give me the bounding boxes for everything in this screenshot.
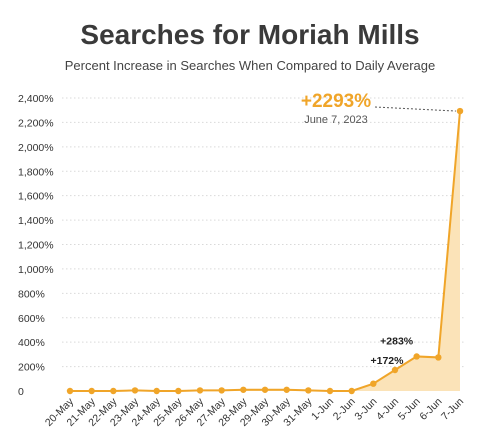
data-point bbox=[370, 380, 377, 387]
data-label: +283% bbox=[380, 335, 414, 347]
y-tick-label: 1,000% bbox=[18, 264, 54, 276]
data-point bbox=[283, 386, 290, 393]
annotation-layer: +172% +283% +2293% June 7, 2023 bbox=[301, 91, 457, 367]
callout-leader bbox=[374, 106, 457, 112]
data-point bbox=[240, 386, 247, 393]
peak-callout-date: June 7, 2023 bbox=[304, 114, 368, 126]
data-point bbox=[261, 386, 269, 393]
x-tick-label: 4-Jun bbox=[374, 396, 401, 423]
data-point bbox=[456, 107, 464, 115]
data-point bbox=[153, 387, 160, 395]
y-tick-label: 1,800% bbox=[18, 166, 54, 178]
y-tick-label: 2,400% bbox=[18, 93, 54, 105]
data-point bbox=[110, 387, 117, 395]
y-axis-ticks: 0 200% 400% 600% 800% 1,000% 1,200% 1,400% 1,600… bbox=[18, 93, 54, 398]
data-point bbox=[305, 387, 312, 394]
x-tick-label: 2-Jun bbox=[331, 396, 358, 423]
y-tick-label: 0 bbox=[18, 386, 24, 398]
y-tick-label: 400% bbox=[18, 337, 45, 349]
data-point bbox=[218, 387, 225, 394]
data-point bbox=[435, 354, 442, 361]
data-point bbox=[131, 387, 139, 394]
x-tick-label: 6-Jun bbox=[417, 396, 444, 423]
peak-callout-value: +2293% bbox=[301, 91, 371, 112]
point-layer bbox=[66, 107, 464, 395]
y-tick-label: 2,200% bbox=[18, 117, 54, 129]
y-tick-label: 1,600% bbox=[18, 191, 54, 203]
data-point bbox=[88, 387, 95, 395]
y-tick-label: 1,200% bbox=[18, 240, 54, 252]
y-tick-label: 2,000% bbox=[18, 142, 54, 154]
area-layer bbox=[70, 110, 461, 392]
x-tick-label: 3-Jun bbox=[352, 396, 379, 423]
chart-title: Searches for Moriah Mills bbox=[80, 19, 419, 50]
y-tick-label: 200% bbox=[18, 362, 45, 374]
x-tick-label: 5-Jun bbox=[396, 396, 423, 423]
series-line bbox=[70, 110, 461, 392]
data-label: +172% bbox=[371, 355, 405, 367]
x-tick-label: 7-Jun bbox=[439, 396, 466, 423]
y-tick-label: 800% bbox=[18, 288, 45, 300]
y-tick-label: 1,400% bbox=[18, 215, 54, 227]
x-tick-label: 1-Jun bbox=[309, 396, 336, 423]
data-point bbox=[348, 387, 355, 395]
series-area bbox=[70, 111, 460, 391]
data-point bbox=[196, 387, 204, 394]
data-point bbox=[175, 387, 182, 395]
chart-subtitle: Percent Increase in Searches When Compar… bbox=[65, 58, 435, 73]
y-tick-label: 600% bbox=[18, 313, 45, 325]
data-point bbox=[326, 387, 334, 395]
grid-layer bbox=[62, 97, 466, 368]
data-point bbox=[413, 353, 420, 360]
data-point bbox=[391, 366, 399, 374]
data-point bbox=[66, 387, 74, 395]
x-axis-ticks: 20-May21-May22-May23-May24-May25-May26-M… bbox=[43, 395, 466, 429]
